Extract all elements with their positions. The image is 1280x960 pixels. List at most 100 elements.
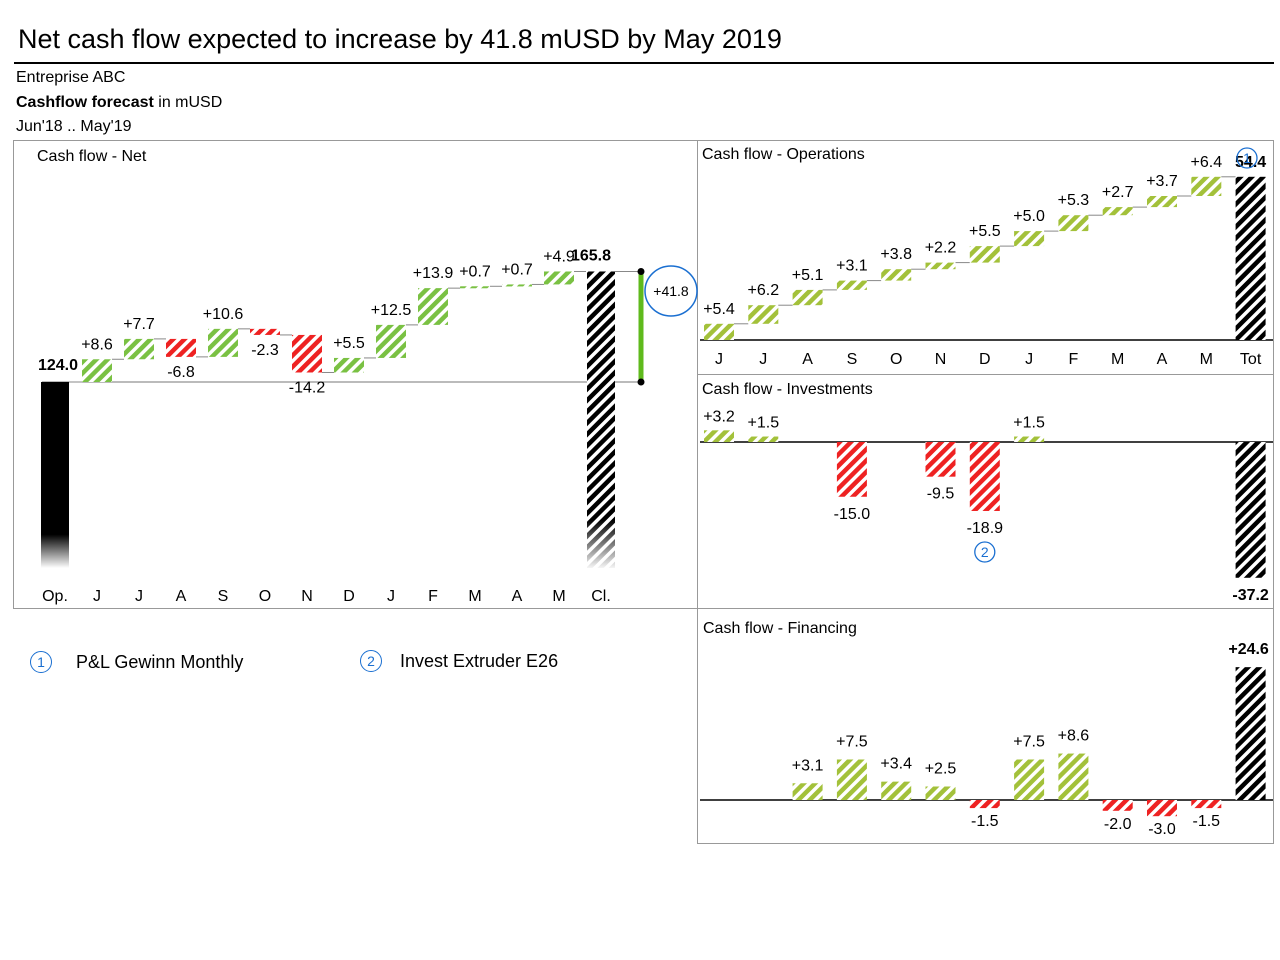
ops-annotation-marker-circle <box>1236 147 1258 169</box>
inv-label-6: -18.9 <box>967 520 1004 537</box>
net-bar-6 <box>292 334 322 373</box>
net-tick-5: O <box>259 588 271 605</box>
ops-bar-6 <box>969 246 1000 263</box>
net-bar-opening <box>41 382 69 568</box>
net-label-opening: 124.0 <box>38 357 78 374</box>
ops-annotation-marker-text: 1 <box>1243 150 1251 166</box>
ops-label-0: +5.4 <box>703 301 735 318</box>
ops-bar-5 <box>925 262 956 270</box>
legend-label-2: Invest Extruder E26 <box>400 650 559 671</box>
net-bar-7 <box>334 357 364 373</box>
net-chart-title: Cash flow - Net <box>37 148 147 165</box>
ops-bar-2 <box>792 289 823 306</box>
fin-chart-title: Cash flow - Financing <box>703 620 857 637</box>
ops-tick-11: M <box>1200 351 1213 368</box>
net-label-4: +10.6 <box>203 306 244 323</box>
net-label-10: +0.7 <box>459 263 491 280</box>
net-label-9: +13.9 <box>413 265 454 282</box>
net-bar-9 <box>418 288 448 325</box>
net-bar-11 <box>502 284 532 287</box>
page-title: Net cash flow expected to increase by 41… <box>18 24 782 54</box>
net-label-11: +0.7 <box>501 261 533 278</box>
net-label-8: +12.5 <box>371 302 412 319</box>
net-tick-2: J <box>135 588 143 605</box>
net-tick-4: S <box>218 588 229 605</box>
net-tick-13: Cl. <box>591 588 611 605</box>
inv-label-5: -9.5 <box>927 486 955 503</box>
net-tick-9: F <box>428 588 438 605</box>
ops-label-3: +3.1 <box>836 258 868 275</box>
net-bar-closing <box>587 271 615 568</box>
net-delta-dot-top <box>637 267 645 275</box>
legend-label-1: P&L Gewinn Monthly <box>76 651 244 672</box>
ops-label-7: +5.0 <box>1013 208 1045 225</box>
fin-bar-8 <box>1058 753 1089 800</box>
ops-tick-4: O <box>890 351 902 368</box>
net-chart: Cash flow - Net 124.0+8.6 +7.7 -6.8 +10.6 -2.… <box>37 148 698 605</box>
ops-label-6: +5.5 <box>969 223 1001 240</box>
annotation-marker-1: 1 <box>30 651 52 673</box>
fin-label-2: +3.1 <box>792 757 824 774</box>
net-label-6: -14.2 <box>289 379 326 396</box>
net-tick-10: M <box>468 588 481 605</box>
net-bar-8 <box>376 324 406 358</box>
inv-bar-3 <box>836 442 867 497</box>
financing-chart: Cash flow - Financing +3.1 +7.5 +3.4 +2.5 -1.… <box>700 620 1273 838</box>
fin-label-5: +2.5 <box>925 761 957 778</box>
ops-bar-11 <box>1191 176 1222 196</box>
net-tick-8: J <box>387 588 395 605</box>
ops-tick-12: Tot <box>1240 351 1262 368</box>
ops-tick-9: M <box>1111 351 1124 368</box>
ops-tick-2: A <box>802 351 813 368</box>
net-delta-bar <box>638 271 644 382</box>
legend-item-1: 1 P&L Gewinn Monthly <box>30 651 243 673</box>
investments-chart: Cash flow - Investments +3.2 +1.5 -15.0 -9.5… <box>700 381 1273 604</box>
net-tick-12: M <box>552 588 565 605</box>
ops-label-4: +3.8 <box>880 246 912 263</box>
ops-label-11: +6.4 <box>1191 154 1223 171</box>
ops-tick-0: J <box>715 351 723 368</box>
ops-tick-6: D <box>979 351 991 368</box>
ops-bar-7 <box>1014 231 1045 247</box>
measure-line: Cashflow forecast in mUSD <box>16 94 222 112</box>
net-tick-7: D <box>343 588 355 605</box>
inv-bar-1 <box>748 436 779 442</box>
ops-bar-0 <box>704 323 734 340</box>
measure-bold: Cashflow forecast <box>16 94 154 111</box>
ops-label-10: +3.7 <box>1146 173 1178 190</box>
net-tick-0: Op. <box>42 588 68 605</box>
panel-frames <box>13 140 1274 844</box>
ops-bar-1 <box>748 305 779 324</box>
company-name: Entreprise ABC <box>16 69 126 86</box>
fin-label-8: +8.6 <box>1058 728 1090 745</box>
fin-label-12: +24.6 <box>1228 641 1269 658</box>
net-label-2: +7.7 <box>123 316 155 333</box>
measure-unit: in mUSD <box>153 94 223 111</box>
ops-tick-3: S <box>847 351 858 368</box>
inv-label-0: +3.2 <box>703 408 735 425</box>
inv-bar-12 <box>1235 442 1266 578</box>
fin-bar-12 <box>1235 667 1266 800</box>
fin-label-6: -1.5 <box>971 813 999 830</box>
net-bar-2 <box>124 338 154 360</box>
fin-bar-3 <box>836 759 867 800</box>
net-bar-10 <box>460 286 490 289</box>
operations-chart: Cash flow - Operations +5.4 +6.2 +5.1 +3.1 +3… <box>700 146 1273 368</box>
ops-label-5: +2.2 <box>925 240 957 257</box>
net-label-closing: 165.8 <box>571 247 611 264</box>
inv-label-3: -15.0 <box>834 506 871 523</box>
inv-annotation-marker-circle <box>974 541 996 563</box>
ops-label-8: +5.3 <box>1058 192 1090 209</box>
legend-item-2: 2 Invest Extruder E26 <box>360 650 558 672</box>
fin-bar-4 <box>881 781 912 800</box>
ops-tick-1: J <box>759 351 767 368</box>
ops-bar-9 <box>1102 207 1133 216</box>
title-rule <box>14 62 1274 64</box>
ops-chart-title: Cash flow - Operations <box>702 146 865 163</box>
net-label-3: -6.8 <box>167 364 195 381</box>
ops-label-9: +2.7 <box>1102 184 1134 201</box>
net-label-5: -2.3 <box>251 342 279 359</box>
net-tick-1: J <box>93 588 101 605</box>
fin-bar-7 <box>1014 759 1045 800</box>
annotation-marker-2: 2 <box>360 650 382 672</box>
